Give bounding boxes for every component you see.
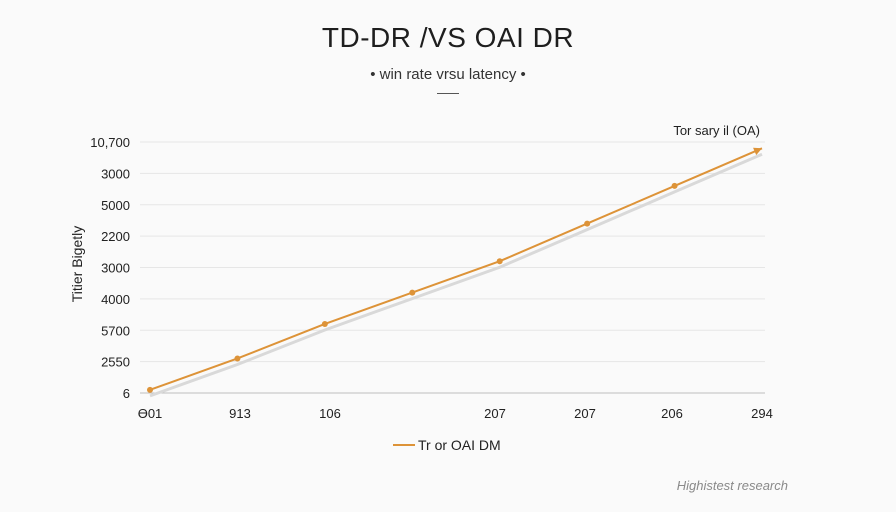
data-point — [671, 182, 678, 189]
y-tick-label: 3000 — [101, 166, 130, 181]
data-point — [234, 355, 241, 362]
x-tick-label: 206 — [661, 406, 683, 421]
data-point — [321, 320, 328, 327]
x-tick-label: 913 — [229, 406, 251, 421]
chart-subtitle: • win rate vrsu latency • — [370, 66, 526, 83]
series-shadow-line — [149, 152, 763, 398]
y-tick-label: 2550 — [101, 355, 130, 370]
x-tick-label: Ɵ01 — [138, 406, 163, 421]
x-tick-label: 106 — [319, 406, 341, 421]
data-point — [584, 220, 591, 227]
chart-title: TD-DR /VS OAI DR — [321, 22, 575, 53]
subtitle-divider — [437, 93, 459, 94]
y-axis-label: Titier Bigetly — [69, 226, 85, 303]
x-tick-label: 207 — [574, 406, 596, 421]
series-group — [147, 147, 763, 398]
y-tick-label: 6 — [123, 386, 130, 401]
footer-caption: Highistest research — [676, 478, 788, 493]
x-tick-label: 207 — [484, 406, 506, 421]
y-tick-label: 10,700 — [90, 135, 130, 150]
data-point — [496, 258, 503, 265]
y-tick-label: 5700 — [101, 323, 130, 338]
data-point — [409, 289, 416, 296]
legend-label: Tr or OAI DM — [418, 437, 501, 453]
series-line — [149, 147, 763, 391]
y-tick-labels: 10,700 3000 5000 2200 3000 4000 5700 2550 6 — [90, 135, 130, 401]
series-annotation: Tor sary il (OA) — [673, 123, 760, 138]
grid-lines — [140, 141, 765, 394]
data-point — [147, 386, 153, 393]
x-tick-labels: Ɵ01 913 106 207 207 206 294 — [138, 406, 773, 421]
x-tick-label: 294 — [751, 406, 773, 421]
y-tick-label: 5000 — [101, 198, 130, 213]
legend: Tr or OAI DM — [393, 437, 501, 453]
series-arrowhead — [753, 147, 762, 156]
y-tick-label: 3000 — [101, 261, 130, 276]
y-tick-label: 4000 — [101, 292, 130, 307]
y-tick-label: 2200 — [101, 229, 130, 244]
